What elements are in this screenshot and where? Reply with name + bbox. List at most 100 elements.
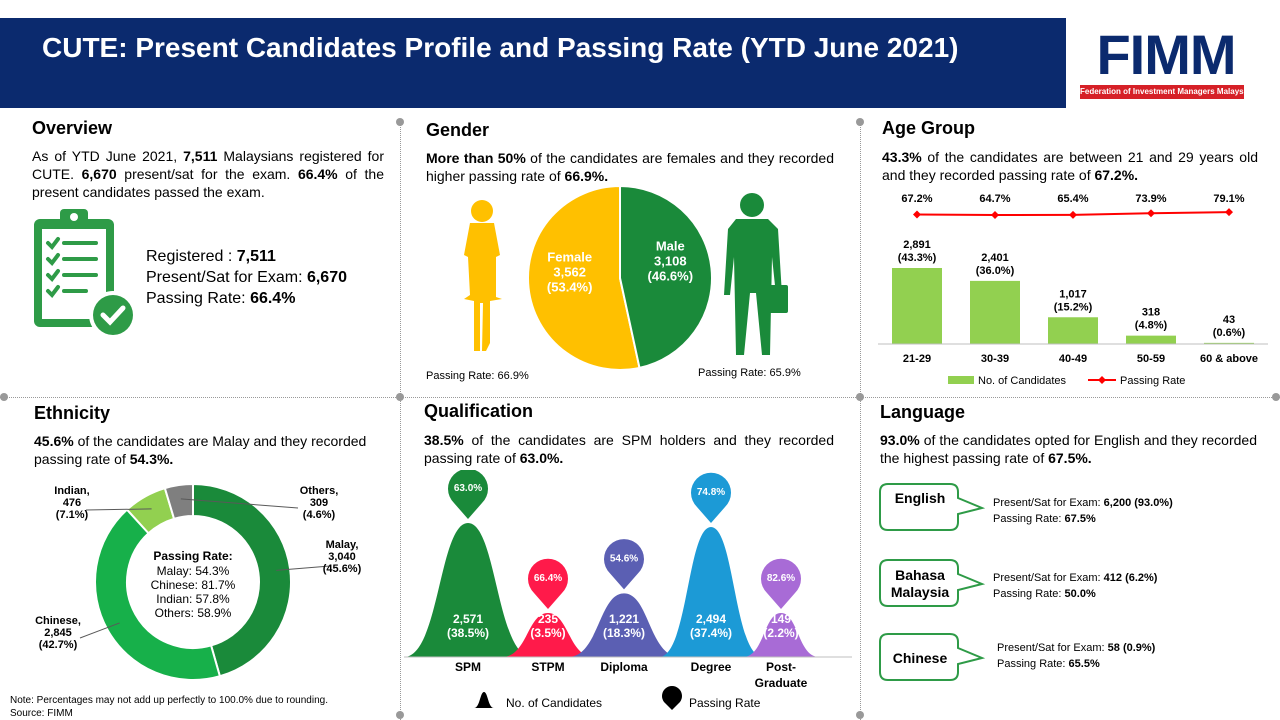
label: Registered :: [146, 248, 237, 265]
present-line: Present/Sat for Exam: 6,200 (93.0%): [993, 495, 1173, 511]
qualification-count-label-line: (3.5%): [530, 626, 565, 640]
gender-slice-label-line: (46.6%): [648, 269, 694, 284]
source: Source: FIMM: [10, 708, 73, 719]
separator-dot: [856, 118, 864, 126]
qualification-tick-label-line: Graduate: [755, 676, 808, 690]
qualification-peak-3: [659, 527, 763, 657]
checklist-icon: [34, 209, 137, 335]
bold: 45.6%: [34, 433, 74, 449]
age-bar-label-line: 1,017: [1059, 288, 1087, 300]
legend-peak-icon: [474, 692, 494, 708]
ethnicity-slice-label-line: (42.7%): [39, 639, 78, 651]
label: Passing Rate:: [993, 588, 1065, 600]
gender-slice-female: [527, 185, 641, 371]
text: Malaysians registered for CUTE.: [32, 148, 384, 182]
bold: 38.5%: [424, 432, 464, 448]
qualification-count-label-line: 149: [771, 612, 791, 626]
age-text: 43.3% of the candidates are between 21 a…: [882, 148, 1258, 184]
legend-bar-swatch: [948, 376, 974, 384]
ethnicity-chart: Malay, 3,040 (45.6%) Chinese, 2,845 (42.7%) In…: [35, 482, 362, 681]
value: 7,511: [236, 248, 276, 265]
gender-slice-label-line: (53.4%): [547, 279, 593, 294]
ethnicity-title: Ethnicity: [34, 403, 111, 423]
lang-english-stats: Present/Sat for Exam: 6,200 (93.0%) Pass…: [993, 495, 1173, 527]
bold: 6,670: [81, 166, 117, 182]
bold: 54.3%.: [129, 451, 174, 467]
passing-row: Passing Rate: 66.4%: [146, 288, 347, 309]
present-row: Present/Sat for Exam: 6,670: [146, 267, 347, 288]
text: present/sat for the exam.: [116, 166, 298, 182]
female-figure-icon: [464, 200, 502, 351]
qualification-rate-pin: [528, 558, 568, 609]
bahasa-callout: [879, 559, 986, 607]
gender-slice-label-line: Male: [656, 239, 685, 254]
age-bar: [970, 280, 1020, 344]
ethnicity-slice-label-line: (45.6%): [323, 563, 362, 575]
separator-1: [400, 122, 401, 720]
qualification-count-label: 2,571 (38.5%): [447, 612, 489, 640]
chinese-callout: [879, 633, 986, 681]
language-callouts: [879, 483, 986, 681]
age-rate-label: 67.2%: [901, 193, 932, 205]
label: Passing Rate:: [993, 513, 1065, 525]
age-bar-label: 318 (4.8%): [1135, 307, 1168, 332]
qualification-tick-label: SPM: [455, 660, 481, 674]
age-rate-label: 73.9%: [1135, 193, 1166, 205]
qualification-tick-label: Diploma: [600, 660, 648, 674]
separator-2: [860, 122, 861, 720]
separator-dot: [396, 393, 404, 401]
age-tick-label: 30-39: [981, 353, 1009, 365]
text: of the candidates are Malay and they rec…: [34, 433, 367, 467]
qualification-rate-label: 66.4%: [534, 573, 562, 584]
pass-line: Passing Rate: 67.5%: [993, 511, 1173, 527]
qualification-count-label-line: (2.2%): [763, 626, 798, 640]
gender-title: Gender: [426, 120, 490, 140]
legend-line-label: Passing Rate: [1120, 375, 1185, 387]
ethnicity-text: 45.6% of the candidates are Malay and th…: [34, 432, 386, 468]
ethnicity-center-line: Others: 58.9%: [155, 606, 232, 620]
text: of the candidates are between 21 and 29 …: [882, 149, 1258, 183]
lang-chinese-name: Chinese: [892, 650, 948, 666]
legend-line-marker: [1098, 376, 1106, 384]
age-bar-label: 1,017 (15.2%): [1054, 288, 1093, 313]
qualification-count-label: 235 (3.5%): [530, 612, 565, 640]
pass-line: Passing Rate: 50.0%: [993, 586, 1157, 602]
qualification-count-label: 1,221 (18.3%): [603, 612, 645, 640]
ethnicity-slice-label-line: Malay,: [326, 539, 359, 551]
gender-slice-label-line: 3,562: [553, 264, 586, 279]
qualification-rate-pin: [691, 472, 731, 524]
bold: 93.0%: [880, 432, 920, 448]
age-bar-label: 2,891 (43.3%): [898, 239, 937, 264]
age-bar-label-line: 43: [1223, 314, 1235, 326]
age-chart: 2,891 (43.3%) 21-29 67.2% 2,401 (36.0%) 30-39 6…: [878, 193, 1268, 387]
age-rate-marker: [1069, 210, 1077, 219]
age-bar-label-line: (36.0%): [976, 265, 1015, 277]
ethnicity-slice-label-line: 309: [310, 497, 328, 509]
separator-dot: [396, 711, 404, 719]
separator-dot: [1272, 393, 1280, 401]
age-bar-label-line: 2,891: [903, 239, 931, 251]
age-bar-label-line: (4.8%): [1135, 320, 1168, 332]
ethnicity-center-title: Passing Rate:: [153, 549, 232, 563]
qualification-rate-label: 74.8%: [697, 487, 725, 498]
qualification-rate-label: 54.6%: [610, 553, 638, 564]
language-text: 93.0% of the candidates opted for Englis…: [880, 431, 1257, 467]
qualification-count-label-line: 235: [538, 612, 558, 626]
qualification-count-label: 2,494 (37.4%): [690, 612, 732, 640]
qualification-rate-label: 63.0%: [454, 483, 482, 494]
ethnicity-slice-malay: [192, 482, 292, 678]
qualification-count-label-line: (18.3%): [603, 626, 645, 640]
ethnicity-leader-line: [79, 622, 120, 639]
age-rate-label: 79.1%: [1213, 193, 1244, 205]
label: Present/Sat for Exam:: [993, 572, 1104, 584]
bold: 67.5%.: [1048, 450, 1092, 466]
age-bar-label-line: 318: [1142, 307, 1160, 319]
ethnicity-slice-label: Indian, 476 (7.1%): [54, 485, 89, 521]
language-title: Language: [880, 402, 966, 422]
overview-stats: Registered : 7,511 Present/Sat for Exam:…: [146, 246, 347, 309]
gender-slice-label-line: Female: [547, 249, 592, 264]
legend-rate-label: Passing Rate: [689, 696, 761, 710]
label: Passing Rate:: [997, 658, 1069, 670]
text: of the candidates are females and they r…: [426, 150, 834, 184]
ethnicity-leader-line: [180, 498, 299, 509]
